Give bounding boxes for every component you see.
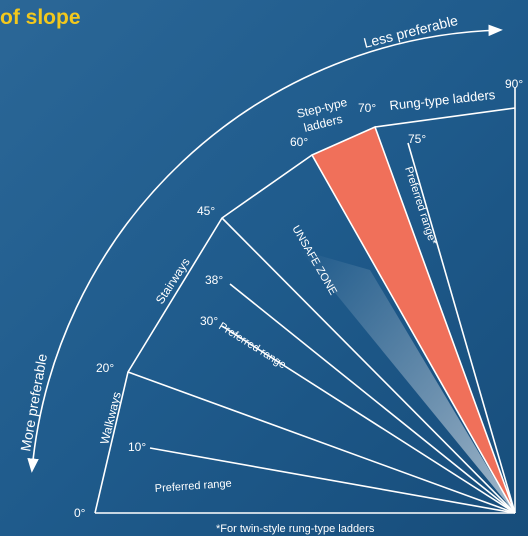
outer-boundary — [94, 154, 313, 514]
angle-label: 10° — [128, 440, 146, 454]
line-75 — [407, 142, 516, 514]
line-45 — [221, 217, 516, 514]
angle-lines — [94, 88, 516, 514]
preference-arc — [27, 24, 503, 473]
angle-label: 75° — [408, 132, 426, 146]
line-30 — [221, 325, 516, 514]
unsafe-stipple — [300, 250, 515, 513]
angle-label: 0° — [74, 506, 86, 520]
line-10 — [149, 447, 516, 514]
angle-label: 90° — [505, 77, 523, 91]
angle-label: 45° — [197, 204, 215, 218]
rung-boundary — [374, 107, 516, 128]
angle-label: 20° — [96, 361, 114, 375]
angle-label: 38° — [205, 273, 223, 287]
angle-label: 60° — [290, 135, 308, 149]
range-label: Preferred range — [154, 478, 232, 495]
title: of slope — [0, 6, 81, 29]
step-ladder-wedge — [310, 125, 516, 514]
line-20 — [127, 371, 516, 514]
footnote: *For twin-style rung-type ladders — [216, 523, 375, 535]
line-38 — [229, 283, 516, 514]
angle-label: 30° — [200, 314, 218, 328]
angle-label: 70° — [358, 101, 376, 115]
